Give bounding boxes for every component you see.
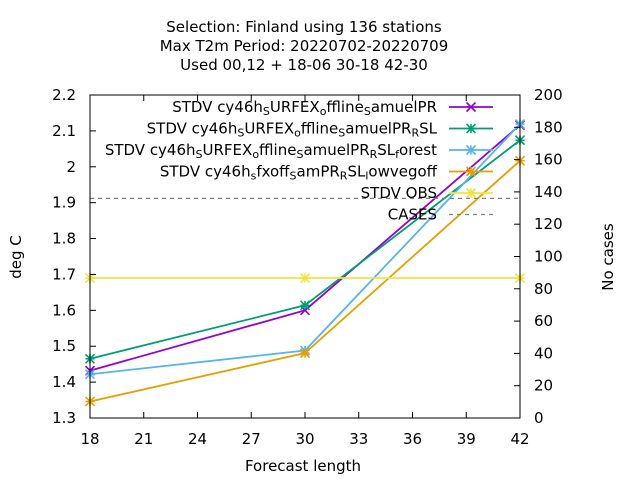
chart-title-line-3: Used 00,12 + 18-06 30-18 42-30: [180, 56, 428, 74]
x-tick-label: 24: [188, 430, 207, 448]
series-5-point: [299, 272, 311, 284]
chart-title-line-1: Selection: Finland using 136 stations: [166, 18, 442, 36]
series-2-point: [299, 300, 311, 311]
legend-entry-4-label: STDV cy46hsfxoffSamPRRSLlowvegoff: [160, 163, 438, 183]
legend-entry-2-label: STDV cy46hSURFEXofflineSamuelPRRSL: [147, 120, 438, 140]
y-tick-label: 1.8: [52, 230, 76, 248]
legend-entry-5-marker: [465, 187, 477, 199]
y2-tick-label: 20: [534, 377, 553, 395]
y-tick-label: 1.5: [52, 337, 76, 355]
y2-tick-label: 140: [534, 183, 563, 201]
x-tick-label: 27: [242, 430, 261, 448]
y2-tick-label: 180: [534, 118, 563, 136]
legend-entry-3-marker: [465, 144, 477, 156]
chart-title-line-2: Max T2m Period: 20220702-20220709: [160, 37, 449, 55]
y2-tick-label: 100: [534, 248, 563, 266]
x-tick-label: 18: [80, 430, 99, 448]
marker-stroke: [465, 101, 477, 113]
y2-tick-label: 0: [534, 409, 544, 427]
legend-entry-6-label: CASES: [388, 206, 437, 224]
x-tick-label: 33: [349, 430, 368, 448]
y-tick-label: 1.3: [52, 409, 76, 427]
chart-title: Selection: Finland using 136 stations Ma…: [160, 18, 449, 74]
y-tick-label: 2: [66, 158, 76, 176]
y2-tick-label: 120: [534, 215, 563, 233]
legend-entry-3-label: STDV cy46hSURFEXofflineSamuelPRRSLforest: [105, 141, 437, 161]
x-tick-label: 39: [457, 430, 476, 448]
series-5: [84, 272, 526, 284]
legend-entry-1-label: STDV cy46hSURFEXofflineSamuelPR: [172, 98, 437, 118]
x-tick-label: 21: [134, 430, 153, 448]
x-tick-label: 30: [295, 430, 314, 448]
y2-tick-label: 40: [534, 344, 553, 362]
y2-tick-label: 200: [534, 86, 563, 104]
legend-entry-1-marker: [465, 101, 477, 113]
series-4-point: [299, 347, 311, 359]
y-axis-label: deg C: [7, 235, 25, 279]
y2-tick-label: 160: [534, 151, 563, 169]
x-tick-label: 36: [403, 430, 422, 448]
y2-tick-label: 60: [534, 312, 553, 330]
legend-entry-5-label: STDV OBS: [361, 184, 437, 202]
y-tick-label: 1.4: [52, 373, 76, 391]
y-tick-label: 1.9: [52, 194, 76, 212]
y-tick-label: 1.7: [52, 265, 76, 283]
x-axis-label: Forecast length: [245, 457, 361, 475]
legend-entry-2-marker: [465, 123, 477, 134]
y2-tick-label: 80: [534, 280, 553, 298]
x-tick-label: 42: [510, 430, 529, 448]
y-tick-label: 2.1: [52, 122, 76, 140]
legend-entry-4-marker: [465, 166, 477, 177]
y-tick-label: 1.6: [52, 301, 76, 319]
y2-axis-label: No cases: [599, 223, 617, 291]
y-tick-label: 2.2: [52, 86, 76, 104]
